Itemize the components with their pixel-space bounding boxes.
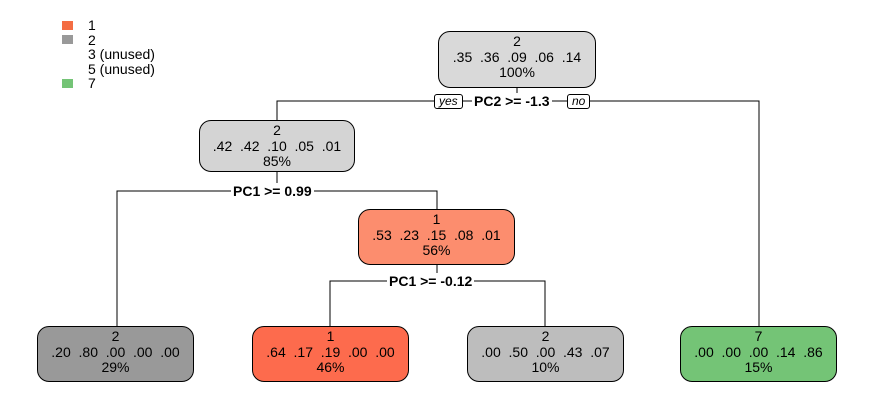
legend-swatch-7	[62, 78, 73, 88]
node-root: 2 .35 .36 .09 .06 .14 100%	[438, 31, 596, 88]
leaf-c-probs: .00 .50 .00 .43 .07	[481, 343, 610, 360]
node-5-probs: .53 .23 .15 .08 .01	[372, 226, 501, 243]
branch-tag-no: no	[567, 94, 591, 109]
leaf-a-probs: .20 .80 .00 .00 .00	[51, 343, 180, 360]
legend-label-3: 3 (unused)	[88, 46, 155, 62]
node-5-class: 1	[432, 211, 441, 227]
node-5: 1 .53 .23 .15 .08 .01 56%	[358, 209, 515, 265]
edge-n2-no	[277, 190, 438, 209]
leaf-a-class: 2	[111, 328, 120, 344]
node-root-class: 2	[513, 33, 521, 49]
legend-swatch-2	[62, 35, 73, 45]
legend-item-1: 1	[62, 18, 155, 33]
node-5-pct: 56%	[422, 242, 451, 258]
leaf-c-pct: 10%	[531, 359, 560, 375]
legend: 1 2 3 (unused) 5 (unused) 7	[62, 18, 155, 91]
leaf-d-probs: .00 .00 .00 .14 .86	[694, 343, 823, 360]
legend-item-2: 2	[62, 31, 155, 48]
split-label-n5: PC1 >= -0.12	[387, 273, 475, 289]
node-2-class: 2	[273, 122, 281, 138]
leaf-c: 2 .00 .50 .00 .43 .07 10%	[467, 326, 624, 382]
edge-root-no	[517, 100, 760, 326]
legend-swatch-1	[62, 20, 73, 30]
legend-label-7: 7	[88, 75, 96, 91]
leaf-d: 7 .00 .00 .00 .14 .86 15%	[680, 326, 837, 382]
split-label-root: PC2 >= -1.3	[472, 93, 552, 109]
leaf-a: 2 .20 .80 .00 .00 .00 29%	[37, 326, 194, 382]
edge-n2-yes	[116, 190, 277, 326]
leaf-d-class: 7	[754, 328, 763, 344]
leaf-d-pct: 15%	[744, 359, 773, 375]
leaf-a-pct: 29%	[101, 359, 130, 375]
legend-label-1: 1	[88, 17, 96, 33]
branch-tag-yes: yes	[434, 94, 463, 109]
leaf-b-class: 1	[326, 328, 335, 344]
leaf-b: 1 .64 .17 .19 .00 .00 46%	[252, 326, 409, 382]
legend-item-7: 7	[62, 76, 155, 91]
leaf-c-class: 2	[541, 328, 550, 344]
legend-item-3: 3 (unused)	[62, 47, 155, 62]
node-2-pct: 85%	[262, 153, 292, 169]
legend-label-5: 5 (unused)	[88, 60, 155, 77]
legend-item-5: 5 (unused)	[62, 60, 155, 77]
node-root-probs: .35 .36 .09 .06 .14	[452, 48, 582, 65]
node-2-probs: .42 .42 .10 .05 .01	[212, 137, 342, 154]
split-label-n2: PC1 >= 0.99	[231, 183, 314, 199]
node-2: 2 .42 .42 .10 .05 .01 85%	[199, 120, 355, 172]
node-root-pct: 100%	[499, 64, 535, 80]
leaf-b-probs: .64 .17 .19 .00 .00	[266, 343, 395, 360]
leaf-b-pct: 46%	[316, 359, 345, 375]
legend-label-2: 2	[88, 31, 96, 48]
